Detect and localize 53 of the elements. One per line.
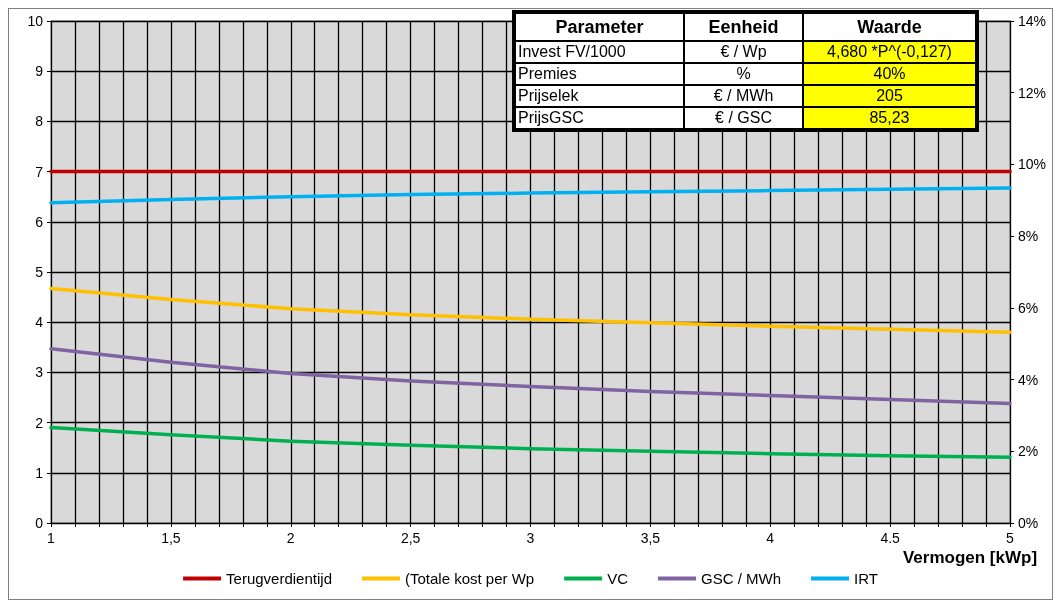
- y2-tick-label: 14%: [1018, 13, 1047, 29]
- annotation: € / MWh: [684, 85, 803, 107]
- y2-tick-label: 0%: [1018, 515, 1039, 531]
- annotation: Premies: [514, 63, 684, 85]
- annotation: PrijsGSC: [514, 107, 684, 130]
- annotation: € / GSC: [684, 107, 803, 130]
- x-tick-label: 2: [286, 530, 295, 546]
- x-tick-label: 3: [526, 530, 535, 546]
- annotation: Parameter: [514, 12, 684, 41]
- y-tick-label: 5: [35, 264, 44, 280]
- annotation: Eenheid: [684, 12, 803, 41]
- legend-label: IRT: [854, 570, 878, 587]
- legend-label: GSC / MWh: [701, 570, 782, 587]
- annotation: € / Wp: [684, 41, 803, 63]
- line-series: [49, 186, 1012, 205]
- y-tick-label: 10: [27, 13, 44, 29]
- y2-tick-label: 6%: [1018, 299, 1039, 316]
- y-tick-label: 4: [35, 314, 44, 331]
- annotation: 4,680 *P^(-0,127): [803, 41, 977, 63]
- legend-label: (Totale kost per Wp: [404, 570, 535, 587]
- y-tick-label: 6: [35, 213, 44, 230]
- y2-tick-label: 12%: [1018, 84, 1047, 101]
- annotation: 205: [803, 85, 977, 107]
- y-tick-label: 7: [35, 163, 44, 180]
- line-series: [49, 286, 1012, 334]
- y2-tick-label: 4%: [1018, 371, 1039, 388]
- annotation: 85,23: [803, 107, 977, 130]
- y-tick-label: 8: [35, 113, 44, 130]
- y2-tick-label: 2%: [1018, 443, 1039, 460]
- annotation: Waarde: [803, 12, 977, 41]
- annotation: 40%: [803, 63, 977, 85]
- x-tick-label: 2,5: [400, 530, 421, 546]
- x-tick-label: 5: [1006, 530, 1015, 546]
- x-axis-title: Vermogen [kWp]: [902, 548, 1038, 567]
- line-series: [49, 425, 1012, 459]
- y2-tick-label: 10%: [1018, 156, 1047, 173]
- y-tick-label: 9: [35, 63, 44, 80]
- annotation: Invest FV/1000: [514, 41, 684, 63]
- legend-label: VC: [607, 570, 629, 587]
- annotation: %: [684, 63, 803, 85]
- legend-label: Terugverdientijd: [226, 570, 332, 587]
- annotation: Prijselek: [514, 85, 684, 107]
- y-tick-label: 1: [35, 464, 44, 481]
- x-tick-label: 4: [766, 530, 775, 546]
- y-tick-label: 0: [35, 515, 44, 531]
- x-tick-label: 1: [47, 530, 56, 546]
- x-tick-label: 3,5: [640, 530, 661, 546]
- y-tick-label: 2: [35, 414, 44, 431]
- y-tick-label: 3: [35, 364, 44, 381]
- x-tick-label: 1,5: [161, 530, 181, 546]
- line-series: [49, 347, 1012, 406]
- y2-tick-label: 8%: [1018, 228, 1039, 245]
- x-tick-label: 4.5: [880, 530, 901, 546]
